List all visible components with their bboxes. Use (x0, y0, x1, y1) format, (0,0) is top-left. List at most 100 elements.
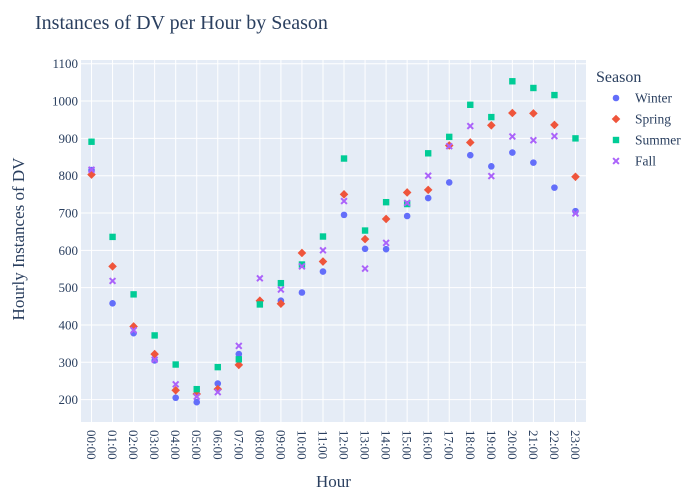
data-point-spring (423, 185, 433, 195)
data-point-spring (529, 109, 538, 118)
data-point-fall (487, 172, 495, 180)
data-point-fall (403, 199, 411, 207)
data-point-summer (572, 135, 579, 142)
legend-label: Winter (635, 91, 672, 106)
data-point-summer (361, 227, 369, 234)
y-tick-label: 900 (59, 131, 79, 146)
data-point-fall (340, 197, 348, 205)
data-point-winter (193, 398, 201, 406)
data-point-spring (508, 108, 517, 118)
legend-marker-spring (611, 114, 621, 124)
x-tick-label: 20:00 (505, 430, 520, 460)
legend-label: Summer (635, 133, 681, 148)
data-point-summer (172, 361, 179, 368)
x-tick-label: 14:00 (379, 430, 394, 460)
y-tick-label: 800 (59, 168, 79, 183)
legend-item-fall[interactable]: Fall (612, 154, 656, 169)
data-point-spring (234, 360, 244, 370)
grid (81, 60, 586, 422)
data-point-winter (235, 350, 243, 358)
data-point-summer (488, 113, 495, 121)
x-tick-label: 21:00 (526, 430, 541, 460)
data-point-summer (235, 356, 243, 363)
series-summer (88, 78, 579, 393)
x-tick-label: 09:00 (273, 430, 288, 460)
y-tick-label: 200 (59, 392, 79, 407)
legend-marker-winter (612, 94, 620, 102)
data-point-fall (298, 262, 306, 270)
data-point-winter (340, 211, 348, 219)
data-point-spring (360, 234, 370, 244)
x-tick-label: 06:00 (210, 430, 225, 460)
data-point-fall (361, 265, 369, 273)
x-tick-label: 01:00 (105, 430, 120, 460)
data-point-spring (171, 385, 180, 395)
data-point-winter (382, 245, 390, 253)
data-point-spring (465, 138, 475, 147)
legend-title: Season (596, 69, 641, 86)
data-point-summer (446, 133, 453, 141)
data-point-winter (298, 289, 306, 296)
x-tick-label: 22:00 (547, 430, 562, 460)
x-tick-label: 00:00 (84, 430, 99, 460)
data-point-summer (214, 363, 221, 371)
x-tick-label: 18:00 (463, 430, 478, 460)
data-point-summer (256, 301, 264, 308)
legend-label: Spring (635, 112, 671, 127)
x-tick-label: 08:00 (252, 430, 267, 460)
data-point-spring (276, 299, 286, 308)
data-point-winter (530, 159, 537, 166)
data-point-fall (424, 172, 432, 180)
legend-item-summer[interactable]: Summer (612, 133, 681, 148)
data-point-fall (235, 342, 243, 350)
y-axis-ticks: 200 300 400 500 600 700 800 900 1000 1100 (52, 56, 78, 407)
x-tick-label: 15:00 (400, 430, 415, 460)
y-axis-label: Hourly Instances of DV (9, 157, 28, 321)
y-tick-label: 1100 (52, 56, 78, 71)
legend-label: Fall (635, 154, 656, 169)
legend-item-spring[interactable]: Spring (611, 112, 672, 127)
data-point-fall (466, 122, 474, 130)
data-point-spring (571, 172, 580, 182)
data-point-fall (130, 326, 138, 334)
data-point-summer (88, 138, 95, 145)
data-point-fall (214, 388, 222, 396)
x-tick-label: 17:00 (442, 430, 457, 460)
data-point-fall (256, 274, 264, 282)
data-point-spring (192, 389, 202, 399)
x-tick-label: 02:00 (126, 430, 141, 460)
data-point-spring (318, 257, 328, 266)
x-tick-label: 07:00 (231, 430, 246, 460)
data-point-winter (172, 394, 179, 402)
data-point-fall (108, 277, 117, 285)
data-point-summer (340, 155, 348, 162)
data-point-fall (571, 209, 580, 217)
data-point-spring (108, 262, 117, 271)
legend-marker-summer (612, 136, 620, 144)
legend-item-winter[interactable]: Winter (612, 91, 673, 106)
data-point-summer (277, 279, 285, 287)
legend[interactable]: Season Winter Spring Summer Fall (596, 69, 681, 169)
y-tick-label: 300 (59, 355, 79, 370)
data-point-summer (551, 91, 558, 99)
data-point-spring (213, 384, 223, 394)
data-point-summer (298, 261, 306, 268)
data-point-spring (550, 120, 559, 130)
x-axis-label: Hour (316, 472, 351, 491)
data-point-summer (193, 385, 200, 393)
data-point-fall (277, 285, 285, 294)
x-tick-label: 11:00 (315, 430, 330, 459)
data-point-spring (487, 121, 496, 130)
data-point-fall (151, 356, 159, 364)
data-point-summer (530, 84, 537, 92)
x-tick-label: 16:00 (421, 430, 436, 460)
data-point-winter (214, 380, 222, 387)
data-point-winter (509, 149, 516, 156)
data-point-winter (488, 163, 495, 170)
data-point-summer (382, 198, 390, 206)
chart-title: Instances of DV per Hour by Season (35, 12, 328, 34)
data-point-spring (381, 214, 391, 224)
series-fall (87, 122, 580, 401)
x-tick-label: 23:00 (568, 430, 583, 460)
data-point-spring (297, 248, 307, 258)
